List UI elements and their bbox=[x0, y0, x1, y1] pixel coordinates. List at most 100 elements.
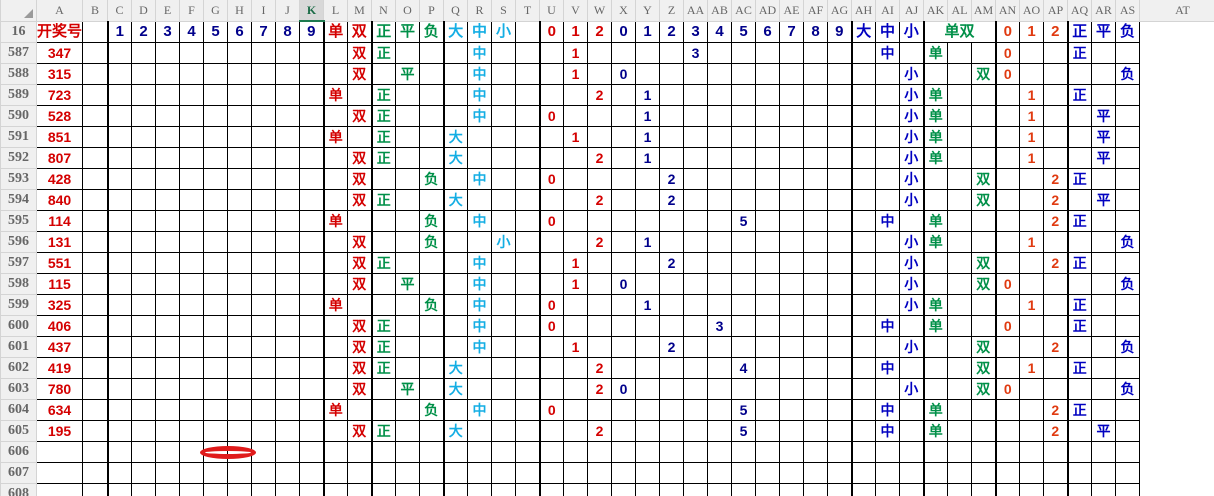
cell-b[interactable] bbox=[82, 63, 108, 85]
cell-d[interactable] bbox=[131, 231, 156, 253]
row-header-604[interactable]: 604 bbox=[0, 399, 37, 421]
cell-r[interactable]: 中 bbox=[467, 273, 492, 295]
cell-ag[interactable] bbox=[827, 63, 852, 85]
cell-q[interactable] bbox=[442, 63, 468, 85]
cell-d[interactable] bbox=[131, 126, 156, 148]
cell-m[interactable]: 双 bbox=[347, 336, 372, 358]
table-row[interactable]: 598 115 双平中 1 0 小双 0 负 bbox=[0, 273, 1214, 295]
cell-aa[interactable] bbox=[683, 273, 708, 295]
cell-al[interactable] bbox=[947, 441, 972, 463]
cell-ar[interactable]: 平 bbox=[1091, 126, 1116, 148]
cell-ac[interactable] bbox=[731, 273, 756, 295]
cell-b[interactable] bbox=[82, 231, 108, 253]
cell-k[interactable] bbox=[299, 42, 324, 64]
draw-number-cell[interactable]: 325 bbox=[36, 294, 83, 316]
cell-l[interactable] bbox=[322, 420, 348, 442]
column-header-af[interactable]: AF bbox=[803, 0, 828, 22]
column-header-n[interactable]: N bbox=[371, 0, 396, 22]
cell-q[interactable] bbox=[442, 399, 468, 421]
cell-q[interactable] bbox=[442, 336, 468, 358]
cell-i[interactable] bbox=[251, 210, 276, 232]
header-count-blue-z[interactable]: 2 bbox=[659, 20, 684, 43]
cell-ai[interactable] bbox=[875, 126, 900, 148]
cell-m[interactable] bbox=[347, 462, 372, 484]
cell-c[interactable] bbox=[106, 441, 132, 463]
cell-e[interactable] bbox=[155, 378, 180, 400]
cell-aa[interactable] bbox=[683, 147, 708, 169]
cell-as[interactable] bbox=[1115, 252, 1140, 274]
cell-am[interactable] bbox=[971, 294, 996, 316]
cell-m[interactable] bbox=[347, 210, 372, 232]
cell-x[interactable] bbox=[611, 399, 636, 421]
cell-ac[interactable] bbox=[731, 189, 756, 211]
cell-u[interactable] bbox=[538, 462, 564, 484]
cell-ao[interactable] bbox=[1019, 336, 1044, 358]
cell-am[interactable]: 双 bbox=[971, 357, 996, 379]
cell-af[interactable] bbox=[803, 420, 828, 442]
cell-aa[interactable] bbox=[683, 126, 708, 148]
cell-aq[interactable] bbox=[1066, 273, 1092, 295]
cell-v[interactable]: 1 bbox=[563, 42, 588, 64]
cell-ae[interactable] bbox=[779, 441, 804, 463]
cell-g[interactable] bbox=[203, 231, 228, 253]
cell-x[interactable] bbox=[611, 126, 636, 148]
cell-u[interactable]: 0 bbox=[538, 210, 564, 232]
header-zpf2-ar[interactable]: 平 bbox=[1091, 20, 1116, 43]
cell-l[interactable]: 单 bbox=[322, 84, 348, 106]
cell-e[interactable] bbox=[155, 462, 180, 484]
cell-aq[interactable]: 正 bbox=[1066, 315, 1092, 337]
cell-i[interactable] bbox=[251, 315, 276, 337]
cell-q[interactable]: 大 bbox=[442, 126, 468, 148]
table-row[interactable]: 591 851 单正大 1 1 小单 1 平 bbox=[0, 126, 1214, 148]
cell-ao[interactable]: 1 bbox=[1019, 294, 1044, 316]
cell-i[interactable] bbox=[251, 357, 276, 379]
cell-i[interactable] bbox=[251, 273, 276, 295]
cell-am[interactable] bbox=[971, 315, 996, 337]
cell-ai[interactable] bbox=[875, 189, 900, 211]
cell-x[interactable] bbox=[611, 420, 636, 442]
cell-aq[interactable]: 正 bbox=[1066, 357, 1092, 379]
cell-ab[interactable] bbox=[707, 231, 732, 253]
cell-ab[interactable] bbox=[707, 147, 732, 169]
cell-s[interactable] bbox=[491, 126, 516, 148]
cell-ac[interactable]: 4 bbox=[731, 357, 756, 379]
cell-ap[interactable] bbox=[1043, 273, 1068, 295]
cell-as[interactable]: 负 bbox=[1115, 231, 1140, 253]
cell-l[interactable] bbox=[322, 168, 348, 190]
cell-af[interactable] bbox=[803, 147, 828, 169]
cell-d[interactable] bbox=[131, 441, 156, 463]
cell-e[interactable] bbox=[155, 315, 180, 337]
cell-l[interactable] bbox=[322, 462, 348, 484]
cell-n[interactable]: 正 bbox=[370, 105, 396, 127]
cell-r[interactable]: 中 bbox=[467, 399, 492, 421]
cell-n[interactable]: 正 bbox=[370, 84, 396, 106]
cell-e[interactable] bbox=[155, 441, 180, 463]
cell-t[interactable] bbox=[515, 84, 540, 106]
cell-j[interactable] bbox=[275, 420, 300, 442]
cell-ah[interactable] bbox=[850, 105, 876, 127]
cell-ae[interactable] bbox=[779, 357, 804, 379]
cell-x[interactable]: 0 bbox=[611, 378, 636, 400]
table-row[interactable]: 596 131 双负小 2 1 小单 1 负 bbox=[0, 231, 1214, 253]
cell-ak[interactable] bbox=[922, 357, 948, 379]
cell-am[interactable] bbox=[971, 105, 996, 127]
cell-n[interactable]: 正 bbox=[370, 126, 396, 148]
draw-number-cell[interactable]: 723 bbox=[36, 84, 83, 106]
cell-n[interactable]: 正 bbox=[370, 420, 396, 442]
cell-s[interactable] bbox=[491, 483, 516, 496]
draw-number-cell[interactable]: 195 bbox=[36, 420, 83, 442]
column-header-o[interactable]: O bbox=[395, 0, 420, 22]
cell-ad[interactable] bbox=[755, 315, 780, 337]
cell-d[interactable] bbox=[131, 84, 156, 106]
cell-f[interactable] bbox=[179, 315, 204, 337]
cell-ad[interactable] bbox=[755, 420, 780, 442]
cell-b[interactable] bbox=[82, 252, 108, 274]
cell-ag[interactable] bbox=[827, 420, 852, 442]
cell-s[interactable] bbox=[491, 294, 516, 316]
cell-h[interactable] bbox=[227, 63, 252, 85]
cell-r[interactable] bbox=[467, 420, 492, 442]
cell-t[interactable] bbox=[515, 483, 540, 496]
cell-ab[interactable] bbox=[707, 252, 732, 274]
cell-ap[interactable] bbox=[1043, 357, 1068, 379]
